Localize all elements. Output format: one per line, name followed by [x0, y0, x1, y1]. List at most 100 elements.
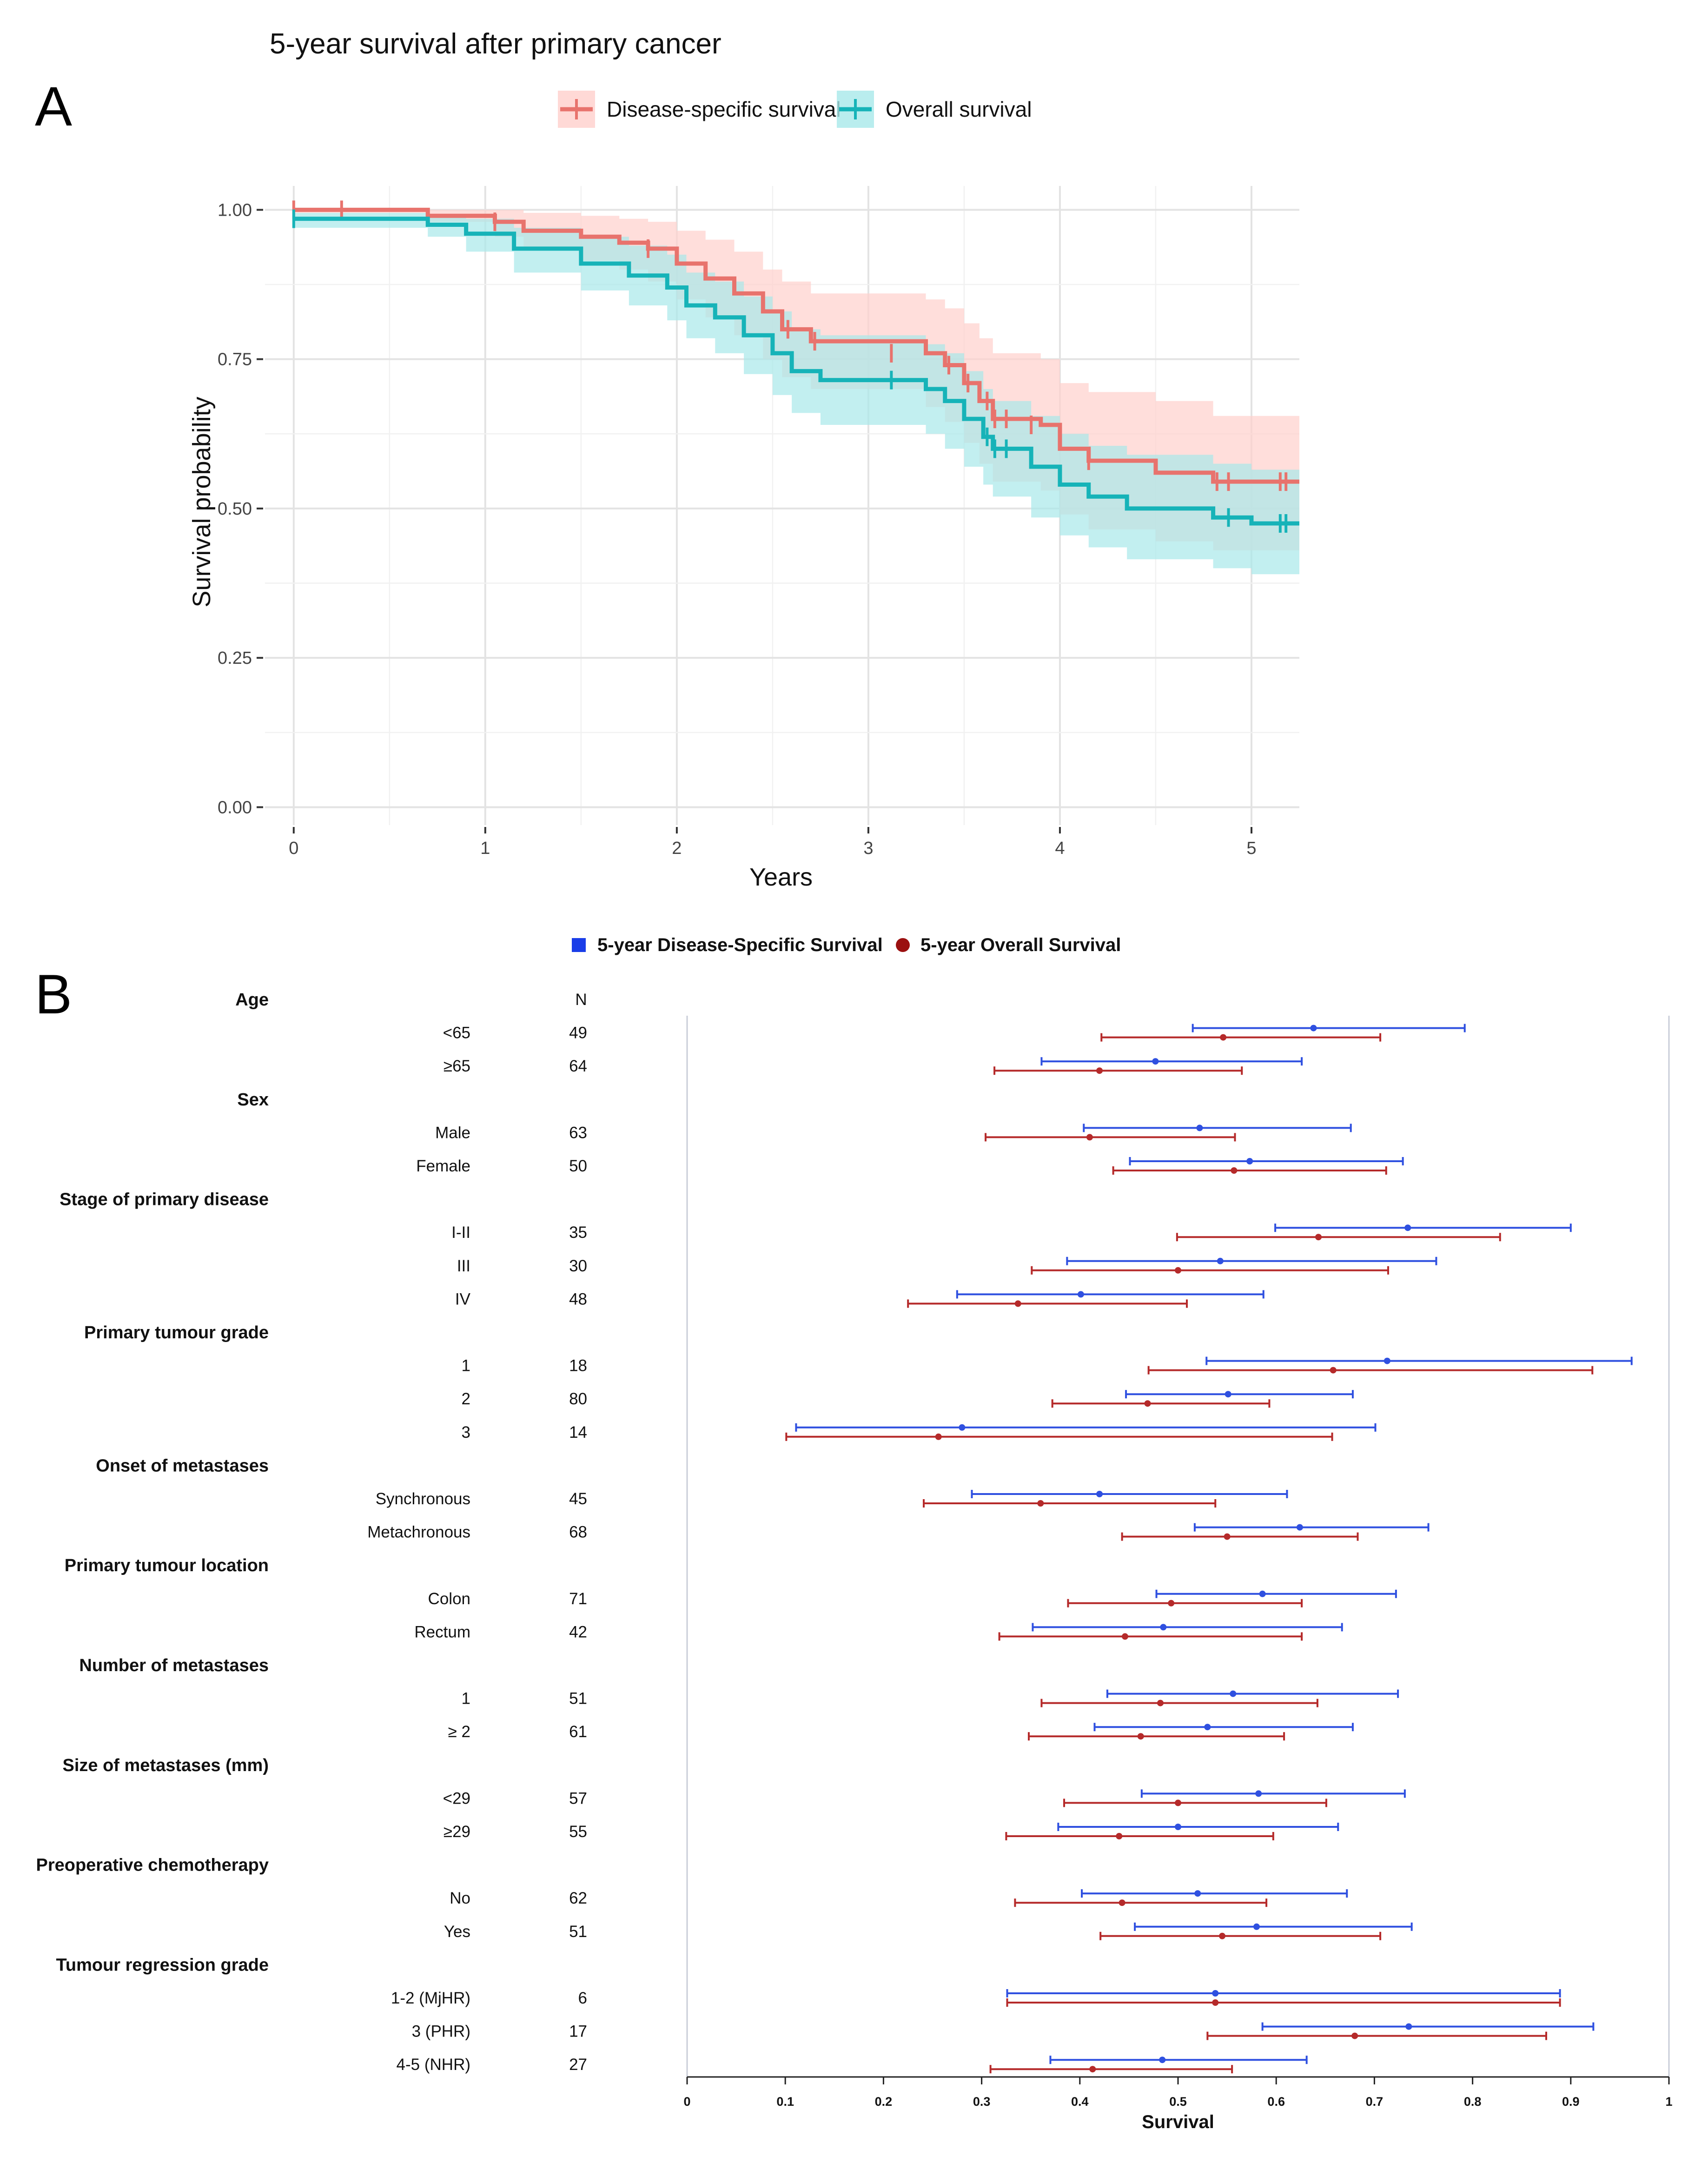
row-label: 3: [462, 1423, 470, 1442]
dss-point-estimate: [959, 1424, 966, 1431]
os-point-estimate: [1219, 1932, 1226, 1939]
forest-x-tick-label: 0.8: [1464, 2095, 1482, 2109]
forest-x-tick-label: 0: [683, 2095, 690, 2109]
row-n: 17: [569, 2023, 587, 2041]
row-n: 61: [569, 1723, 587, 1741]
row-label: I-II: [451, 1223, 470, 1242]
os-point-estimate: [1037, 1500, 1044, 1507]
dss-point-estimate: [1255, 1790, 1262, 1797]
row-label: 1-2 (MjHR): [391, 1989, 470, 2007]
os-point-estimate: [1014, 1300, 1021, 1307]
x-tick-label: 0: [289, 839, 298, 858]
dss-point-estimate: [1212, 1990, 1219, 1997]
dss-point-estimate: [1175, 1824, 1181, 1830]
os-point-estimate: [1175, 1267, 1181, 1274]
dss-point-estimate: [1217, 1257, 1224, 1264]
row-label: 2: [462, 1390, 470, 1408]
os-point-estimate: [1220, 1034, 1227, 1041]
legend-label-dss: 5-year Disease-Specific Survival: [597, 935, 883, 955]
dss-point-estimate: [1160, 1624, 1167, 1631]
os-point-estimate: [1144, 1400, 1151, 1407]
y-axis-title: Survival probability: [188, 397, 216, 607]
os-point-estimate: [1175, 1799, 1181, 1806]
row-n: 63: [569, 1124, 587, 1142]
row-n: 48: [569, 1290, 587, 1308]
confidence-band-1: [293, 212, 1299, 575]
row-label: Yes: [444, 1923, 470, 1941]
group-label: Stage of primary disease: [60, 1190, 269, 1210]
survival-curve-1: [293, 217, 1299, 526]
row-label: <29: [443, 1789, 470, 1807]
row-n: 55: [569, 1823, 587, 1841]
row-n: 50: [569, 1157, 587, 1175]
forest-x-tick-label: 0.1: [776, 2095, 794, 2109]
row-label: 4-5 (NHR): [397, 2056, 470, 2074]
panel-b-label: B: [35, 963, 72, 1025]
forest-x-tick-label: 0.9: [1562, 2095, 1580, 2109]
y-tick-label: 0.75: [218, 350, 252, 370]
os-point-estimate: [1231, 1167, 1238, 1174]
dss-point-estimate: [1259, 1590, 1266, 1597]
forest-x-tick-label: 0.2: [875, 2095, 893, 2109]
row-n: 35: [569, 1223, 587, 1242]
forest-x-tick-label: 0.5: [1169, 2095, 1187, 2109]
dss-point-estimate: [1096, 1491, 1103, 1497]
group-label: Age: [235, 990, 269, 1010]
figure-title: 5-year survival after primary cancer: [270, 28, 722, 60]
row-n: 62: [569, 1889, 587, 1907]
y-tick-label: 1.00: [218, 200, 252, 220]
dss-point-estimate: [1204, 1724, 1211, 1731]
row-n: 30: [569, 1257, 587, 1275]
forest-x-tick-label: 1: [1665, 2095, 1672, 2109]
legend-label-os: 5-year Overall Survival: [920, 935, 1121, 955]
forest-x-tick-label: 0.4: [1071, 2095, 1089, 2109]
dss-point-estimate: [1296, 1524, 1303, 1531]
survival-curve-0: [293, 207, 1299, 484]
row-label: Metachronous: [367, 1523, 470, 1541]
os-point-estimate: [1351, 2032, 1358, 2039]
y-tick-label: 0.00: [218, 798, 252, 817]
group-label: Tumour regression grade: [56, 1955, 269, 1975]
row-label: No: [450, 1889, 470, 1907]
row-n: 57: [569, 1789, 587, 1807]
os-point-estimate: [1086, 1134, 1093, 1141]
dss-point-estimate: [1230, 1690, 1237, 1697]
os-point-estimate: [1121, 1633, 1128, 1640]
y-tick-label: 0.50: [218, 499, 252, 519]
kaplan-meier-chart: 0.00 0.25 0.50 0.75 1.00 0 1 2 3 4 5 Years Survival …: [188, 91, 1299, 891]
forest-x-tick-label: 0.7: [1366, 2095, 1384, 2109]
panel-a-label: A: [35, 75, 72, 138]
os-point-estimate: [1157, 1699, 1164, 1706]
forest-x-axis-title: Survival: [1142, 2112, 1214, 2132]
row-label: Female: [416, 1157, 470, 1175]
os-point-estimate: [935, 1433, 942, 1440]
legend-square-dss: [572, 938, 586, 952]
row-label: Colon: [428, 1590, 470, 1608]
dss-point-estimate: [1225, 1391, 1231, 1398]
row-n: 68: [569, 1523, 587, 1541]
os-point-estimate: [1116, 1833, 1123, 1839]
os-point-estimate: [1212, 1999, 1219, 2006]
dss-point-estimate: [1405, 2023, 1412, 2030]
x-tick-label: 1: [480, 839, 490, 858]
legend-label: Overall survival: [886, 97, 1032, 121]
row-label: 3 (PHR): [412, 2023, 470, 2041]
os-point-estimate: [1096, 1067, 1103, 1074]
row-n: 64: [569, 1057, 587, 1075]
row-n: 18: [569, 1357, 587, 1375]
os-point-estimate: [1224, 1533, 1231, 1540]
row-label: Synchronous: [376, 1490, 470, 1508]
group-label: Primary tumour location: [65, 1556, 269, 1575]
dss-point-estimate: [1246, 1158, 1253, 1164]
os-point-estimate: [1168, 1600, 1175, 1607]
row-label: IV: [455, 1290, 471, 1308]
dss-point-estimate: [1196, 1124, 1203, 1131]
n-column-header: N: [575, 991, 587, 1009]
dss-point-estimate: [1152, 1058, 1159, 1065]
dss-point-estimate: [1310, 1025, 1317, 1032]
group-label: Sex: [237, 1090, 269, 1110]
os-point-estimate: [1119, 1899, 1125, 1906]
os-point-estimate: [1089, 2066, 1096, 2073]
row-n: 51: [569, 1923, 587, 1941]
